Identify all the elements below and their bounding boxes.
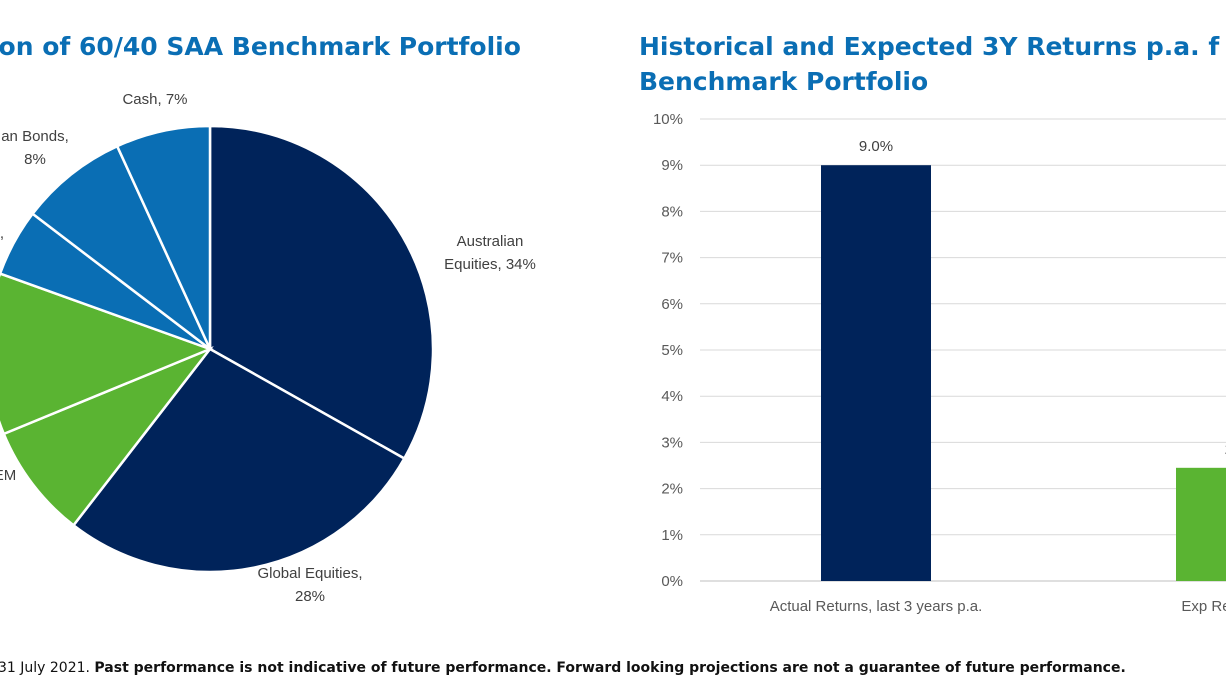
pie-label-6: Cash, 7% xyxy=(122,91,187,108)
pie-slice-1 xyxy=(71,347,407,574)
y-tick-label: 9% xyxy=(661,157,683,174)
footer-note: 31 July 2021. Past performance is not in… xyxy=(0,660,1126,676)
y-tick-label: 1% xyxy=(661,527,683,544)
pie-label-5: an Bonds, 8% xyxy=(1,128,69,168)
bar-data-label-0: 9.0% xyxy=(859,138,893,155)
pie-chart-title: tion of 60/40 SAA Benchmark Portfolio xyxy=(0,32,521,61)
y-tick-label: 4% xyxy=(661,388,683,405)
y-tick-label: 7% xyxy=(661,250,683,267)
y-tick-label: 6% xyxy=(661,296,683,313)
pie-label-2: EM xyxy=(0,467,16,484)
bar-chart: 0% 1% 2% 3% 4% 5% 6% 7% 8% 9% 10% 9.0% Actual Return… xyxy=(653,111,1226,615)
pie-slice-3 xyxy=(0,272,214,436)
y-tick-label: 10% xyxy=(653,111,683,128)
pie-label-4: , xyxy=(0,225,4,242)
y-tick-label: 5% xyxy=(661,342,683,359)
pie-label-1: Global Equities, 28% xyxy=(257,565,362,605)
y-tick-label: 0% xyxy=(661,573,683,590)
pie-slice-5 xyxy=(30,144,212,350)
y-tick-label: 2% xyxy=(661,481,683,498)
y-tick-label: 8% xyxy=(661,203,683,220)
y-tick-label: 3% xyxy=(661,434,683,451)
pie-slice-2 xyxy=(2,346,214,528)
bar-0 xyxy=(821,165,931,581)
pie-chart: Australian Equities, 34% Global Equities, 2… xyxy=(0,91,536,605)
bar-1 xyxy=(1176,467,1226,581)
pie-label-0: Australian Equities, 34% xyxy=(444,233,536,273)
footer-disclaimer: Past performance is not indicative of fu… xyxy=(94,660,1126,676)
x-category-label-1: Exp Returns, n xyxy=(1181,598,1226,615)
bar-chart-title-line-2: Benchmark Portfolio xyxy=(639,67,929,96)
pie-slice-6 xyxy=(115,124,212,350)
pie-slice-0 xyxy=(208,124,435,461)
footer-date: 31 July 2021. xyxy=(0,660,95,676)
x-category-label-0: Actual Returns, last 3 years p.a. xyxy=(770,598,983,615)
bar-chart-title-line-1: Historical and Expected 3Y Returns p.a. … xyxy=(639,32,1220,61)
bar-data-label-1: 2. xyxy=(1225,441,1226,458)
